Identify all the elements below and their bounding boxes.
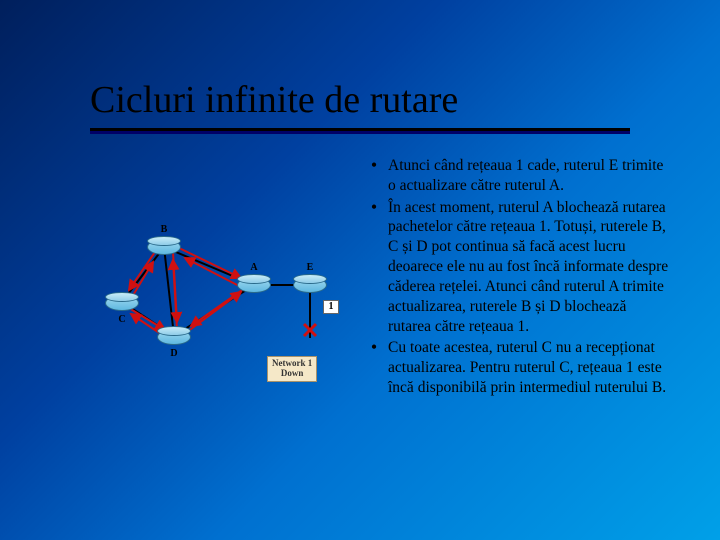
- bullet-marker: •: [360, 156, 388, 196]
- slide-title: Cicluri infinite de rutare: [90, 78, 458, 122]
- bullet-marker: •: [360, 338, 388, 397]
- bullet-list: •Atunci când rețeaua 1 cade, ruterul E t…: [360, 156, 670, 400]
- network-down-label: Network 1Down: [267, 356, 317, 382]
- router-label: B: [147, 224, 181, 235]
- router-label: D: [157, 348, 191, 359]
- router-b: B: [147, 236, 181, 258]
- router-e: E: [293, 274, 327, 296]
- bullet-item: •Atunci când rețeaua 1 cade, ruterul E t…: [360, 156, 670, 196]
- router-a: A: [237, 274, 271, 296]
- bullet-text: Atunci când rețeaua 1 cade, ruterul E tr…: [388, 156, 670, 196]
- bullet-marker: •: [360, 198, 388, 337]
- bullet-item: •În acest moment, ruterul A blochează ru…: [360, 198, 670, 337]
- title-underline: [90, 128, 630, 131]
- network-diagram: BACDE1Network 1Down: [95, 230, 345, 400]
- router-label: C: [105, 314, 139, 325]
- router-c: C: [105, 292, 139, 314]
- router-label: A: [237, 262, 271, 273]
- bullet-text: Cu toate acestea, ruterul C nu a recepți…: [388, 338, 670, 397]
- counter-box: 1: [323, 300, 339, 314]
- bullet-item: •Cu toate acestea, ruterul C nu a recepț…: [360, 338, 670, 397]
- bullet-text: În acest moment, ruterul A blochează rut…: [388, 198, 670, 337]
- router-label: E: [293, 262, 327, 273]
- router-d: D: [157, 326, 191, 348]
